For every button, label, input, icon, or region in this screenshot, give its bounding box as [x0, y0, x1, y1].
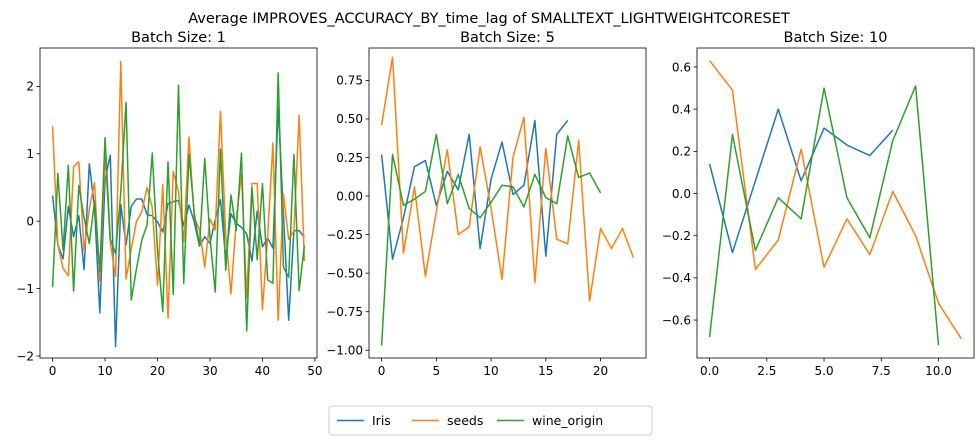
series-line-wine-origin — [51, 72, 306, 332]
chart-title: Average IMPROVES_ACCURACY_BY_time_lag of… — [188, 11, 790, 27]
legend-label: Iris — [372, 413, 391, 428]
subplot-3: Batch Size: 10 0.0 2.5 5.0 7.5 10.0 −0.6 −0.4 −0… — [662, 30, 975, 378]
y-tick-label: 0.2 — [672, 145, 691, 159]
y-tick-label: 0.0 — [672, 187, 691, 201]
legend-entry-iris: Iris — [337, 413, 391, 428]
x-tick-label: 20 — [593, 364, 608, 378]
y-tick-label: 0.00 — [336, 189, 363, 203]
legend-entry-seeds: seeds — [412, 413, 483, 428]
series-line-wine-origin — [708, 85, 940, 346]
y-tick-label: −0.2 — [662, 229, 691, 243]
legend-frame — [328, 405, 653, 436]
x-tick-label: 20 — [150, 364, 165, 378]
y-tick-label: −1.00 — [326, 344, 363, 358]
y-tick-label: 0 — [26, 214, 34, 228]
x-tick-label: 0 — [378, 364, 386, 378]
y-tick-label: 0.4 — [672, 102, 691, 116]
x-tick-label: 40 — [255, 364, 270, 378]
series-line-seeds — [380, 56, 635, 302]
y-tick-label: −2 — [16, 349, 34, 363]
x-tick-label: 10.0 — [925, 364, 952, 378]
legend-label: seeds — [447, 413, 483, 428]
x-tick-label: 30 — [202, 364, 217, 378]
series-line-seeds — [708, 60, 963, 340]
subplot-title: Batch Size: 1 — [131, 30, 226, 46]
subplot-2: Batch Size: 5 0 5 10 15 20 −1.00 −0.75 −0.50 −0.2… — [326, 30, 647, 378]
axes-frame — [39, 47, 318, 359]
y-tick-label: 0.25 — [336, 151, 363, 165]
y-tick-label: 0.50 — [336, 112, 363, 126]
x-tick-label: 0 — [49, 364, 57, 378]
x-tick-label: 10 — [483, 364, 498, 378]
legend-label: wine_origin — [532, 413, 603, 428]
x-tick-label: 0.0 — [700, 364, 719, 378]
y-tick-label: −1 — [16, 282, 34, 296]
y-tick-label: −0.50 — [326, 266, 363, 280]
subplot-1: Batch Size: 1 0 10 20 30 40 50 −2 −1 0 1 2 — [16, 30, 322, 378]
legend-entry-wine-origin: wine_origin — [497, 413, 603, 428]
axes-frame — [368, 47, 647, 359]
series-line-seeds — [51, 60, 306, 322]
y-tick-label: −0.75 — [326, 305, 363, 319]
x-tick-label: 5 — [433, 364, 441, 378]
y-tick-label: 0.6 — [672, 60, 691, 74]
series-line-wine-origin — [380, 133, 602, 346]
y-tick-label: 1 — [26, 147, 34, 161]
series-line-iris — [51, 105, 306, 348]
series-line-iris — [708, 108, 894, 254]
subplot-title: Batch Size: 10 — [784, 30, 888, 46]
x-tick-label: 5.0 — [815, 364, 834, 378]
subplot-title: Batch Size: 5 — [460, 30, 555, 46]
y-tick-label: 2 — [26, 80, 34, 94]
legend: Iris seeds wine_origin — [328, 405, 653, 436]
y-tick-label: −0.25 — [326, 228, 363, 242]
x-tick-label: 10 — [97, 364, 112, 378]
y-tick-label: −0.6 — [662, 313, 691, 327]
x-tick-label: 2.5 — [757, 364, 776, 378]
x-tick-label: 15 — [538, 364, 553, 378]
y-tick-label: 0.75 — [336, 74, 363, 88]
x-tick-label: 50 — [307, 364, 322, 378]
x-tick-label: 7.5 — [872, 364, 891, 378]
y-tick-label: −0.4 — [662, 271, 691, 285]
axes-frame — [696, 47, 975, 359]
